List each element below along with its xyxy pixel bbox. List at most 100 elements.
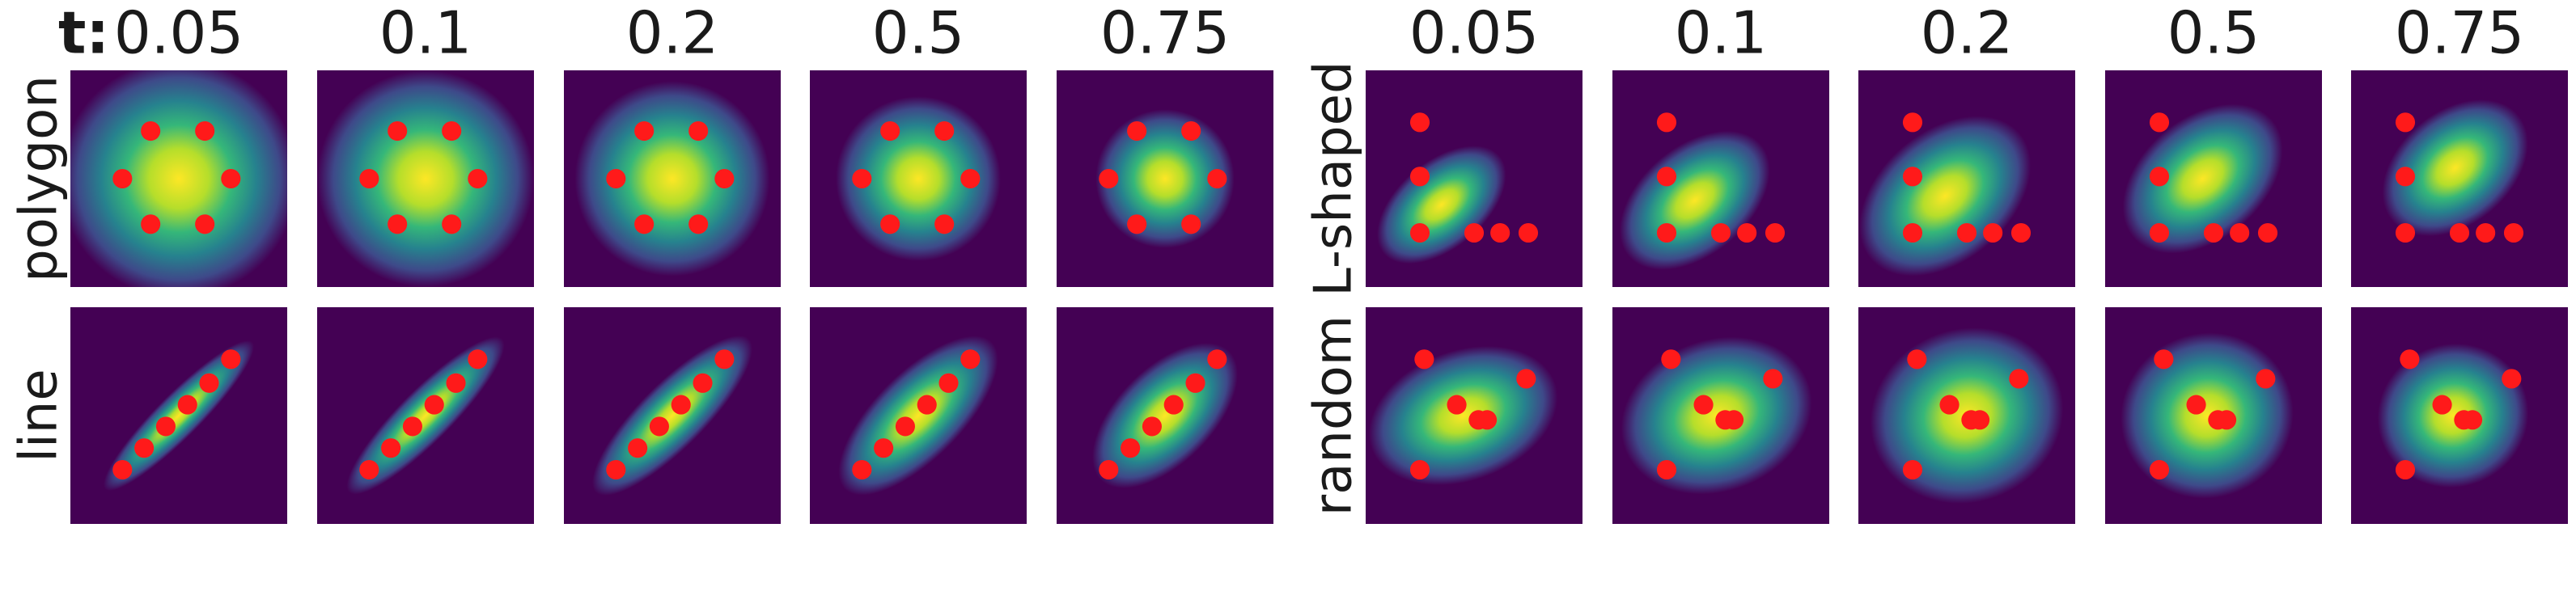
column-label: 0.05: [114, 0, 244, 67]
heatmap-glow: [836, 96, 1001, 261]
sample-point: [1765, 222, 1786, 243]
sample-point: [917, 395, 937, 415]
heatmap-glow: [317, 70, 534, 287]
sample-point: [688, 120, 709, 141]
heatmap-panel: [2105, 307, 2322, 524]
sample-point: [112, 168, 133, 189]
heatmap-panel: [810, 307, 1027, 524]
sample-point: [874, 438, 894, 458]
sample-point: [2502, 369, 2522, 389]
sample-point: [880, 214, 900, 234]
heatmap-glow: [2377, 343, 2529, 488]
heatmap-panel: [1612, 307, 1829, 524]
heatmap-panel: [1057, 307, 1273, 524]
column-label: 0.2: [1921, 0, 2014, 67]
sample-point: [442, 120, 462, 141]
sample-point: [221, 349, 241, 369]
sample-point: [468, 349, 488, 369]
sample-point: [880, 120, 900, 141]
sample-point: [852, 168, 872, 189]
sample-point: [1447, 395, 1467, 415]
column-label: 0.1: [379, 0, 472, 67]
sample-point: [2395, 112, 2416, 133]
sample-point: [1490, 222, 1510, 243]
row-label: L-shaped: [1304, 61, 1364, 296]
heatmap-panel: [1858, 70, 2075, 287]
sample-point: [1902, 459, 1923, 480]
sample-point: [1970, 410, 1990, 430]
sample-point: [649, 416, 669, 437]
sample-point: [1409, 167, 1430, 187]
row-label: random: [1304, 315, 1364, 516]
sample-point: [1409, 222, 1430, 243]
sample-point: [1902, 167, 1923, 187]
sample-point: [1409, 459, 1430, 480]
heatmap-panel: [1612, 70, 1829, 287]
heatmap-panel: [1366, 70, 1582, 287]
sample-point: [934, 214, 955, 234]
sample-point: [852, 459, 872, 480]
heatmap-glow: [2121, 332, 2294, 499]
sample-point: [2503, 222, 2524, 243]
sample-point: [199, 373, 219, 393]
heatmap-panel: [564, 307, 781, 524]
sample-point: [141, 214, 161, 234]
sample-point: [402, 416, 422, 437]
sample-point: [693, 373, 713, 393]
sample-point: [177, 395, 197, 415]
sample-point: [2203, 222, 2224, 243]
sample-point: [934, 120, 955, 141]
sample-point: [2476, 222, 2496, 243]
sample-point: [468, 168, 488, 189]
sample-point: [1902, 222, 1923, 243]
sample-point: [221, 168, 241, 189]
t-label: t:: [58, 0, 109, 67]
column-label: 0.5: [2167, 0, 2260, 67]
sample-point: [112, 459, 133, 480]
sample-point: [1464, 222, 1485, 243]
sample-point: [424, 395, 444, 415]
heatmap-panel: [1858, 307, 2075, 524]
sample-point: [1127, 214, 1147, 234]
heatmap-panel: [1057, 70, 1273, 287]
sample-point: [1939, 395, 1960, 415]
column-label: 0.2: [626, 0, 719, 67]
sample-point: [195, 120, 215, 141]
sample-point: [1710, 222, 1731, 243]
sample-point: [2256, 369, 2276, 389]
sample-point: [1656, 167, 1677, 187]
sample-point: [1656, 112, 1677, 133]
sample-point: [2400, 349, 2420, 369]
sample-point: [155, 416, 176, 437]
sample-point: [1956, 222, 1977, 243]
sample-point: [1902, 112, 1923, 133]
column-label: 0.1: [1675, 0, 1768, 67]
heatmap-panel: [2105, 70, 2322, 287]
sample-point: [628, 438, 648, 458]
heatmap-panel: [1366, 307, 1582, 524]
heatmap-glow: [1095, 109, 1235, 248]
sample-point: [634, 214, 655, 234]
sample-point: [381, 438, 401, 458]
sample-point: [2009, 369, 2029, 389]
sample-point: [1409, 112, 1430, 133]
sample-point: [359, 168, 379, 189]
sample-point: [388, 214, 408, 234]
sample-point: [2149, 112, 2170, 133]
sample-point: [359, 459, 379, 480]
sample-point: [2186, 395, 2206, 415]
sample-point: [2230, 222, 2250, 243]
heatmap-panel: [317, 70, 534, 287]
heatmap-panel: [70, 70, 287, 287]
sample-point: [2149, 167, 2170, 187]
sample-point: [1983, 222, 2003, 243]
sample-point: [2449, 222, 2470, 243]
sample-point: [1661, 349, 1681, 369]
sample-point: [1516, 369, 1536, 389]
sample-point: [1763, 369, 1783, 389]
heatmap-panel: [317, 307, 534, 524]
heatmap-glow: [574, 81, 770, 277]
sample-point: [960, 168, 981, 189]
sample-point: [2154, 349, 2174, 369]
sample-point: [1207, 349, 1227, 369]
